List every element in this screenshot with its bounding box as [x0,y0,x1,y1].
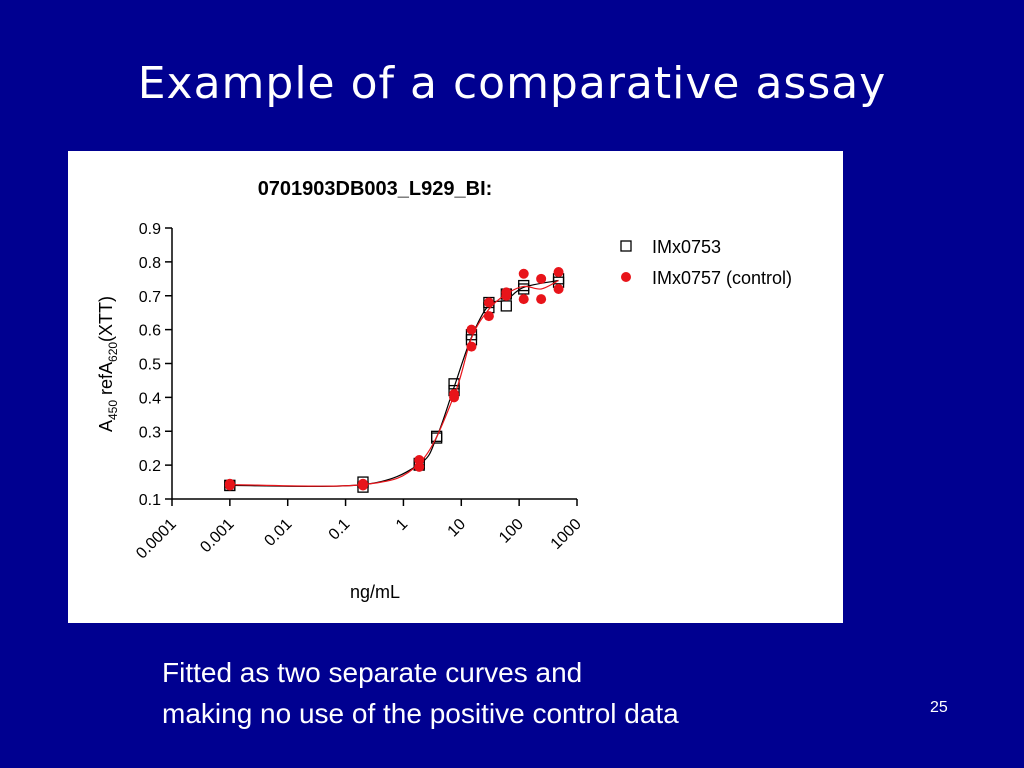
y-tick-label: 0.3 [139,424,161,441]
point [518,268,529,279]
legend-marker [621,272,631,282]
point [536,273,547,284]
x-axis-label: ng/mL [350,582,400,602]
x-tick-label: 0.1 [326,516,354,544]
point [553,267,564,278]
point [448,378,460,390]
x-tick-label: 0.01 [262,516,296,550]
y-tick-label: 0.5 [139,357,161,374]
legend-label: IMx0757 (control) [652,268,792,288]
point [357,480,368,491]
point [500,300,512,312]
y-tick-label: 0.7 [139,289,161,306]
point [536,294,547,305]
x-tick-label: 1 [393,516,411,534]
chart-panel: 0701903DB003_L929_BI: ng/mL A450 refA620… [68,151,843,623]
point [483,311,494,322]
y-axis-label-part: A [96,420,116,432]
point [553,283,564,294]
legend-marker [620,240,632,252]
y-tick-label: 0.6 [139,323,161,340]
point [414,461,425,472]
slide-title: Example of a comparative assay [137,58,887,109]
point [518,294,529,305]
caption-line: making no use of the positive control da… [162,698,679,729]
y-axis-label: A450 refA620(XTT) [96,296,120,432]
point [483,297,494,308]
point [224,478,235,489]
caption: Fitted as two separate curves and making … [162,652,679,734]
y-tick-label: 0.2 [139,458,161,475]
x-tick-label: 1000 [548,516,585,553]
y-axis-label-subscript: 620 [106,342,120,362]
point [466,324,477,335]
y-tick-label: 0.4 [139,390,161,407]
page-number: 25 [930,699,948,716]
point [449,388,460,399]
x-tick-label: 0.001 [197,516,237,556]
chart: 0701903DB003_L929_BI: ng/mL A450 refA620… [96,178,792,602]
chart-title: 0701903DB003_L929_BI: [258,178,493,200]
legend-label: IMx0753 [652,237,721,257]
caption-line: Fitted as two separate curves and [162,657,583,688]
x-tick-label: 10 [445,516,470,541]
point [518,283,530,295]
y-tick-label: 0.1 [139,492,161,509]
y-tick-label: 0.8 [139,255,161,272]
x-tick-label: 100 [496,516,527,547]
point [501,287,512,298]
y-axis-label-part: (XTT) [96,296,116,342]
point [466,341,477,352]
point [430,432,443,444]
y-tick-label: 0.9 [139,221,161,238]
y-axis-label-subscript: 450 [106,400,120,420]
x-tick-label: 0.0001 [133,516,180,563]
y-axis-label-part: refA [96,362,116,400]
